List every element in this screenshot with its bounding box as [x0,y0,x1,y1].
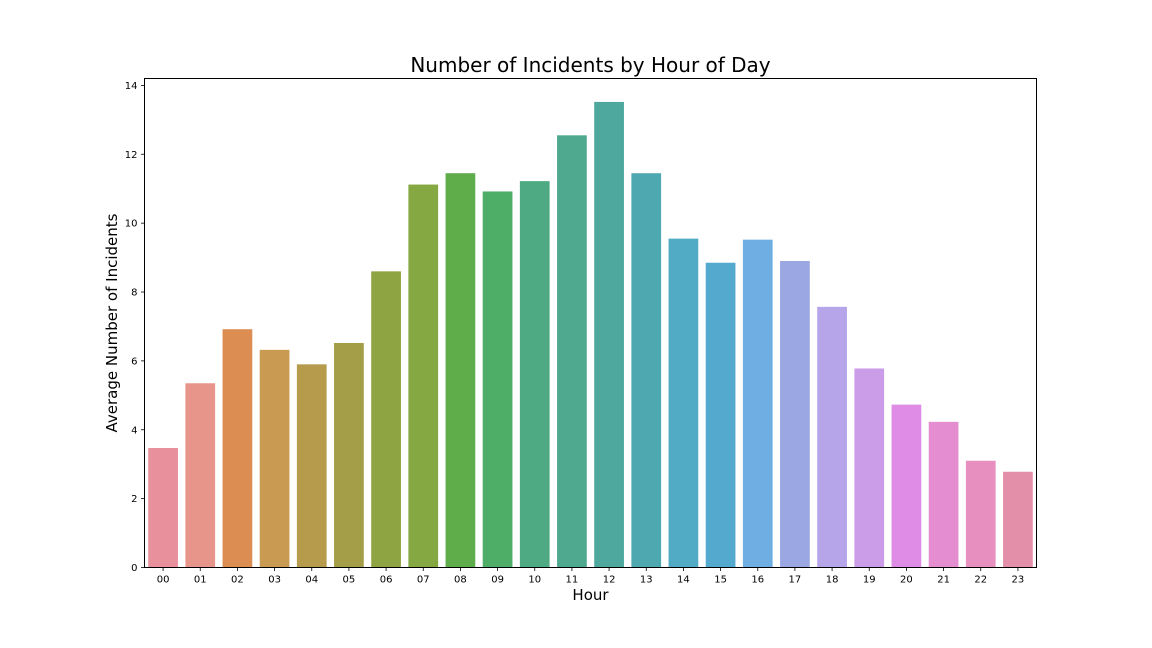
bar-hour-17 [780,261,810,568]
y-tick-label: 4 [131,425,137,436]
y-tick-label: 6 [131,356,137,367]
bar-hour-18 [817,306,847,568]
x-tick-label: 20 [900,575,913,586]
x-tick-label: 19 [863,575,876,586]
bar-hour-09 [482,191,513,568]
y-tick-label: 0 [131,563,137,574]
bar-hour-02 [222,329,253,568]
x-tick-label: 17 [789,575,802,586]
bar-hour-05 [334,342,364,568]
bar-hour-14 [668,238,699,568]
bar-hour-08 [445,173,476,568]
x-tick-label: 05 [343,575,356,586]
bar-hour-23 [1003,471,1033,568]
x-tick-label: 04 [305,575,318,586]
plot-frame [144,78,1037,568]
bar-hour-13 [631,173,662,568]
x-tick-label: 08 [454,575,467,586]
bar-hour-22 [965,460,996,568]
y-tick-label: 14 [125,81,138,92]
x-tick-label: 16 [751,575,764,586]
x-tick-label: 01 [194,575,207,586]
bar-hour-12 [594,101,624,568]
x-tick-label: 11 [566,575,579,586]
bar-hour-15 [705,262,736,568]
y-tick-label: 12 [125,150,138,161]
bar-hour-07 [408,184,439,568]
y-tick-label: 8 [131,288,137,299]
x-tick-label: 02 [231,575,244,586]
x-tick-label: 00 [157,575,170,586]
x-tick-label: 12 [603,575,616,586]
bars-group [148,101,1033,568]
bar-hour-10 [519,181,550,568]
x-axis-label: Hour [572,586,609,604]
x-tick-label: 03 [268,575,281,586]
y-axis-ticks: 0 2 4 6 8 10 12 14 [125,81,145,574]
bar-hour-04 [296,364,327,568]
bar-hour-00 [148,448,178,568]
y-axis-label: Average Number of Incidents [103,213,121,432]
bar-hour-19 [854,368,885,568]
x-tick-label: 13 [640,575,653,586]
x-tick-label: 07 [417,575,430,586]
x-tick-label: 06 [380,575,393,586]
x-tick-label: 10 [528,575,541,586]
bar-hour-16 [742,239,773,568]
x-tick-label: 22 [974,575,987,586]
bar-hour-21 [928,421,959,568]
bar-hour-06 [371,271,401,568]
x-tick-label: 15 [714,575,727,586]
bar-hour-03 [259,349,290,568]
y-tick-label: 10 [125,219,138,230]
bar-hour-20 [891,404,922,568]
x-tick-label: 09 [491,575,504,586]
x-tick-label: 23 [1012,575,1025,586]
bar-hour-11 [557,135,587,568]
y-tick-label: 2 [131,494,137,505]
x-tick-label: 14 [677,575,690,586]
x-tick-label: 21 [937,575,950,586]
x-tick-label: 18 [826,575,839,586]
x-axis-ticks: 00 01 02 03 04 05 06 07 08 09 10 11 12 13 14 15 16 17 18 19… [157,567,1025,586]
chart-title: Number of Incidents by Hour of Day [410,53,770,77]
bar-hour-01 [185,383,216,568]
